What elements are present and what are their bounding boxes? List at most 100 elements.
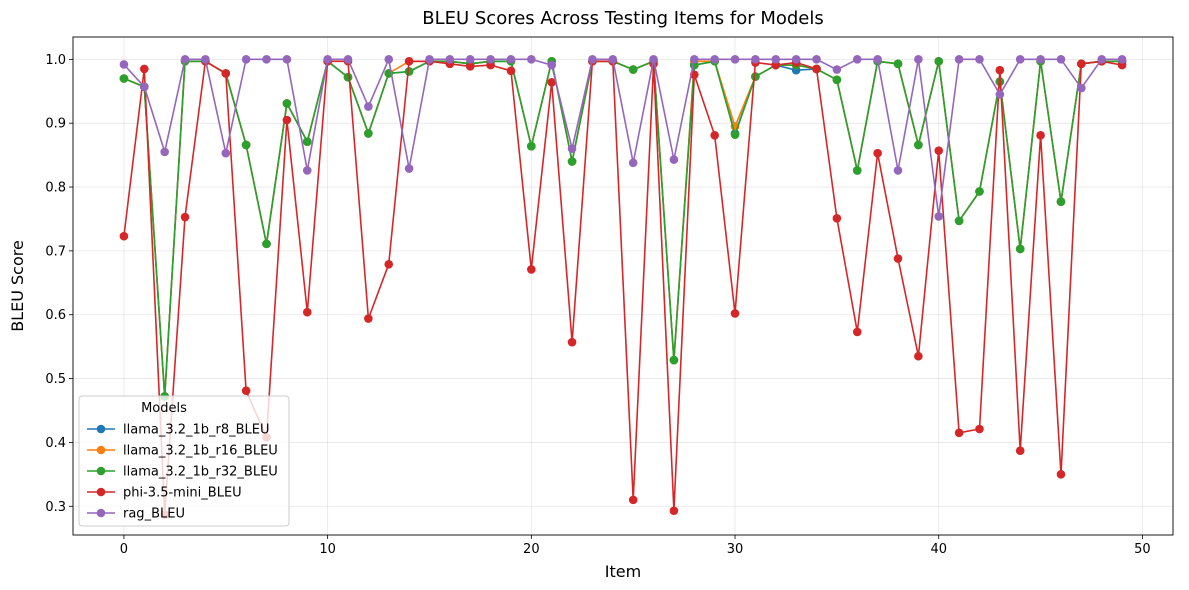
y-tick-label: 0.5 (45, 372, 66, 387)
data-point (139, 64, 149, 74)
data-point (852, 166, 862, 175)
data-point (628, 495, 638, 505)
y-tick-label: 0.9 (45, 117, 66, 132)
data-point (282, 99, 292, 108)
legend-label: llama_3.2_1b_r32_BLEU (123, 465, 278, 480)
data-point (832, 75, 842, 85)
data-point (1036, 55, 1045, 64)
data-point (954, 216, 964, 226)
x-tick-label: 40 (930, 542, 947, 557)
data-point (567, 337, 577, 347)
data-point (302, 307, 312, 317)
series-line (123, 60, 1123, 398)
data-point (527, 141, 536, 151)
data-point (221, 69, 231, 78)
data-point (995, 90, 1005, 99)
legend-swatch-marker (96, 424, 106, 434)
data-point (914, 55, 923, 64)
y-tick-label: 0.4 (45, 436, 66, 451)
data-point (730, 55, 740, 64)
data-point (221, 148, 231, 158)
data-point (547, 60, 557, 70)
data-point (873, 148, 882, 158)
data-point (689, 55, 699, 64)
legend-entries: llama_3.2_1b_r8_BLEU llama_3.2_1b_r16_BLE… (87, 423, 278, 522)
x-tick-label: 20 (523, 542, 540, 557)
data-point (791, 55, 801, 64)
data-point (486, 55, 495, 64)
data-point (628, 158, 638, 168)
series-line (123, 60, 1123, 516)
y-tick-label: 0.6 (45, 308, 66, 323)
data-point (384, 55, 394, 64)
data-point (730, 130, 740, 139)
legend-label: llama_3.2_1b_r8_BLEU (123, 423, 270, 438)
data-point (812, 55, 821, 64)
data-point (139, 82, 149, 92)
data-point (465, 55, 475, 64)
data-point (241, 55, 251, 64)
data-point (1015, 55, 1025, 64)
data-point (404, 56, 414, 66)
data-point (465, 62, 475, 71)
data-point (914, 351, 923, 361)
data-point (506, 66, 516, 76)
data-point (241, 386, 251, 396)
data-point (995, 65, 1005, 75)
y-tick-label: 0.7 (45, 244, 66, 259)
data-point (934, 56, 944, 66)
data-point (1056, 197, 1066, 207)
data-point (710, 131, 719, 140)
data-point (343, 55, 353, 64)
data-point (506, 55, 516, 64)
data-point (343, 72, 353, 82)
data-point (1097, 55, 1107, 64)
data-point (262, 55, 271, 64)
data-point (934, 212, 944, 221)
data-point (1056, 470, 1066, 479)
data-point (364, 102, 373, 111)
data-point (914, 140, 923, 150)
data-point (954, 55, 964, 64)
data-point (751, 55, 760, 64)
legend-label: rag_BLEU (123, 507, 185, 522)
x-tick-label: 50 (1134, 542, 1151, 557)
data-point (384, 259, 394, 269)
data-point (1077, 59, 1086, 69)
data-point (588, 55, 597, 64)
data-point (425, 55, 434, 64)
data-point (262, 239, 271, 249)
data-point (934, 146, 944, 155)
y-tick-label: 1.0 (45, 53, 66, 68)
data-point (771, 55, 781, 64)
axis-ticks: 0 10 20 30 40 50 0.3 0.4 0.5 0.6 0.7 0.8 0.9 1.0 (45, 53, 1150, 557)
data-point (1015, 446, 1025, 456)
data-point (710, 55, 719, 64)
x-tick-label: 10 (319, 542, 336, 557)
data-point (282, 55, 292, 64)
data-point (873, 55, 882, 64)
series-3 (119, 56, 1127, 401)
data-point (364, 129, 373, 138)
data-point (180, 212, 190, 222)
legend-swatch-marker (96, 445, 106, 455)
chart-title: BLEU Scores Across Testing Items for Mod… (422, 8, 824, 29)
data-point (975, 424, 984, 434)
data-point (302, 166, 312, 175)
data-point (893, 59, 903, 69)
legend-swatch-marker (96, 487, 106, 497)
x-tick-label: 30 (727, 542, 744, 557)
data-point (852, 327, 862, 337)
data-point (323, 55, 332, 64)
data-point (527, 55, 536, 64)
data-point (1117, 55, 1127, 64)
plot-frame (72, 36, 1174, 536)
data-point (812, 64, 821, 74)
data-point (669, 155, 679, 164)
data-point (669, 355, 679, 365)
data-point (119, 231, 129, 241)
data-point (1077, 83, 1086, 93)
legend-swatch-marker (96, 508, 106, 518)
data-point (119, 74, 129, 83)
